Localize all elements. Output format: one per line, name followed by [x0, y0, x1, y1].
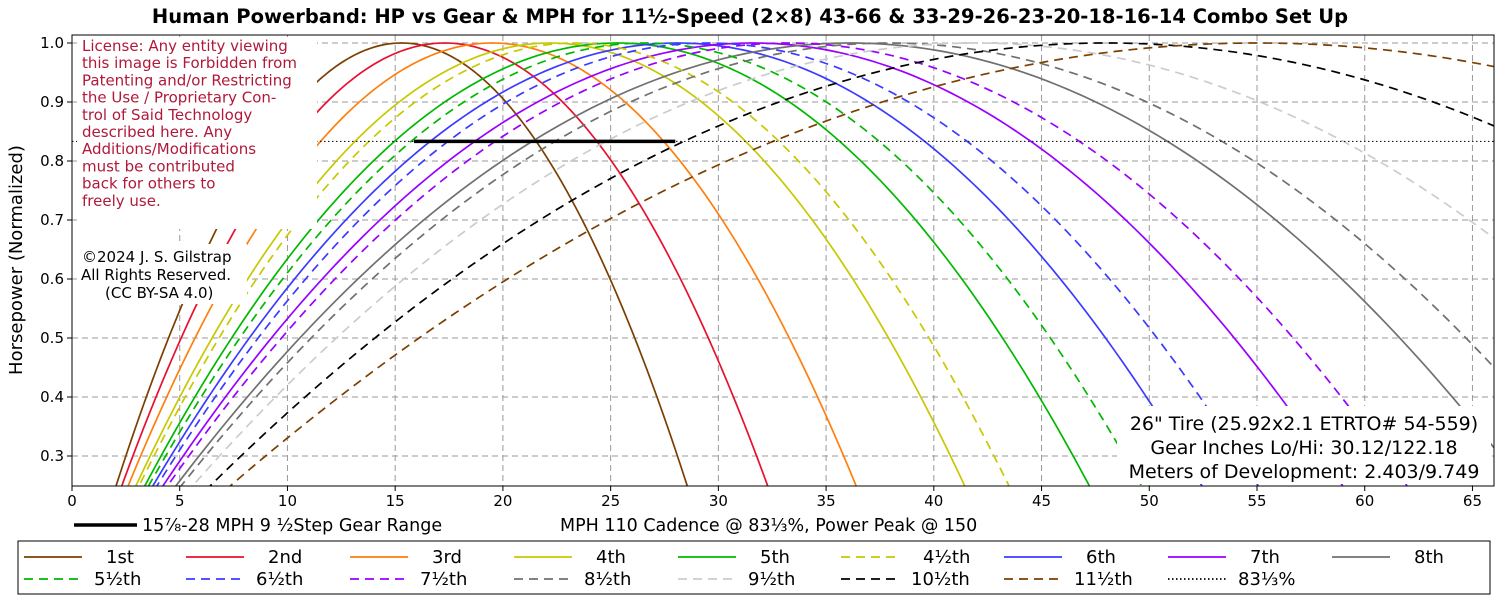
- copyright-line: All Rights Reserved.: [81, 266, 231, 284]
- y-tick-label: 0.9: [40, 93, 64, 111]
- y-tick-label: 0.3: [40, 447, 64, 465]
- series-line-5th: [143, 42, 1091, 486]
- copyright-line: (CC BY-SA 4.0): [105, 284, 213, 302]
- info-background: [1117, 406, 1491, 484]
- x-tick-label: 55: [1247, 492, 1266, 510]
- y-axis-ticks: 0.3 0.4 0.5 0.6 0.7 0.8 0.9 1.0: [40, 34, 72, 465]
- series-line-3rd: [127, 42, 858, 486]
- license-line: the Use / Proprietary Con-: [82, 89, 276, 107]
- license-line: Additions/Modifications: [82, 140, 256, 158]
- series-line-2nd: [120, 42, 769, 486]
- y-tick-label: 0.8: [40, 152, 64, 170]
- setup-info-text: 26" Tire (25.92x2.1 ETRTO# 54-559)Gear I…: [1117, 406, 1491, 484]
- legend-label: 4th: [596, 547, 626, 568]
- license-line: back for others to: [82, 175, 215, 193]
- series-line-10½th: [208, 42, 1494, 486]
- x-tick-label: 15: [386, 492, 405, 510]
- series-line-7th: [161, 42, 1344, 486]
- license-background: [77, 37, 317, 229]
- series-line-5½th: [147, 42, 1143, 486]
- legend-label: 8th: [1414, 547, 1444, 568]
- legend-label: 5th: [760, 547, 790, 568]
- x-axis-ticks: 0 5 10 15 20 25 30 35 40 45 50 55 60 65: [67, 486, 1482, 510]
- legend-label: 6th: [1086, 547, 1116, 568]
- plot-frame: [71, 34, 1495, 487]
- x-axis-label: MPH 110 Cadence @ 83⅓%, Power Peak @ 150: [560, 516, 977, 536]
- legend-label: 10½th: [911, 569, 970, 590]
- legend-label: 4½th: [923, 547, 970, 568]
- legend-label: 3rd: [432, 547, 462, 568]
- license-line: Patenting and/or Restricting: [82, 71, 292, 89]
- legend-label: 83⅓%: [1238, 569, 1295, 590]
- y-axis-label: Horsepower (Normalized): [6, 145, 27, 375]
- series-line-6th: [151, 42, 1204, 486]
- series-line-4½th: [138, 42, 1010, 486]
- y-tick-label: 0.5: [40, 329, 64, 347]
- series-line-8½th: [179, 42, 1494, 486]
- info-line: 26" Tire (25.92x2.1 ETRTO# 54-559): [1130, 413, 1478, 435]
- series-layer: [115, 42, 1494, 486]
- x-tick-label: 65: [1463, 492, 1482, 510]
- x-tick-label: 25: [601, 492, 620, 510]
- legend-label: 1st: [106, 547, 134, 568]
- legend-label: 6½th: [256, 569, 303, 590]
- series-line-11½th: [228, 42, 1494, 486]
- x-tick-label: 10: [278, 492, 297, 510]
- license-line: must be contributed: [82, 157, 235, 175]
- y-tick-label: 0.4: [40, 388, 64, 406]
- legend-label: 2nd: [268, 547, 302, 568]
- legend-label: 5½th: [94, 569, 141, 590]
- legend-box: [17, 540, 1491, 595]
- legend-label: 7½th: [420, 569, 467, 590]
- info-line: Gear Inches Lo/Hi: 30.12/122.18: [1150, 437, 1457, 459]
- license-line: this image is Forbidden from: [82, 54, 297, 72]
- legend-label: 11½th: [1074, 569, 1133, 590]
- y-tick-label: 1.0: [40, 34, 64, 52]
- x-tick-label: 50: [1140, 492, 1159, 510]
- legend-label: 7th: [1250, 547, 1280, 568]
- copyright-line: ©2024 J. S. Gilstrap: [82, 248, 232, 266]
- series-line-9½th: [191, 42, 1494, 486]
- series-line-7½th: [166, 42, 1409, 486]
- x-tick-label: 60: [1355, 492, 1374, 510]
- legend-label: 9½th: [748, 569, 795, 590]
- gear-range-label: 15⅞-28 MPH 9 ½Step Gear Range: [142, 516, 442, 536]
- license-line: License: Any entity viewing: [82, 37, 288, 55]
- license-line: freely use.: [82, 192, 161, 210]
- x-tick-label: 20: [493, 492, 512, 510]
- x-tick-label: 30: [709, 492, 728, 510]
- info-line: Meters of Development: 2.403/9.749: [1129, 461, 1480, 483]
- x-tick-label: 0: [67, 492, 77, 510]
- chart-title: Human Powerband: HP vs Gear & MPH for 11…: [152, 5, 1348, 28]
- license-line: trol of Said Technology: [82, 106, 252, 124]
- legend: 1st 2nd 3rd 4th 5th 4½th 6th 7th 8th 5½th 6½th 7½th…: [24, 547, 1444, 590]
- legend-label: 8½th: [584, 569, 631, 590]
- series-line-4th: [134, 42, 966, 486]
- y-tick-label: 0.7: [40, 211, 64, 229]
- series-line-1st: [115, 42, 689, 486]
- y-tick-label: 0.6: [40, 270, 64, 288]
- series-line-6½th: [155, 42, 1260, 486]
- x-tick-label: 40: [924, 492, 943, 510]
- x-tick-label: 5: [175, 492, 185, 510]
- license-line: described here. Any: [82, 123, 232, 141]
- x-tick-label: 45: [1032, 492, 1051, 510]
- x-tick-label: 35: [817, 492, 836, 510]
- copyright-background: [77, 244, 247, 304]
- series-line-8th: [174, 42, 1494, 486]
